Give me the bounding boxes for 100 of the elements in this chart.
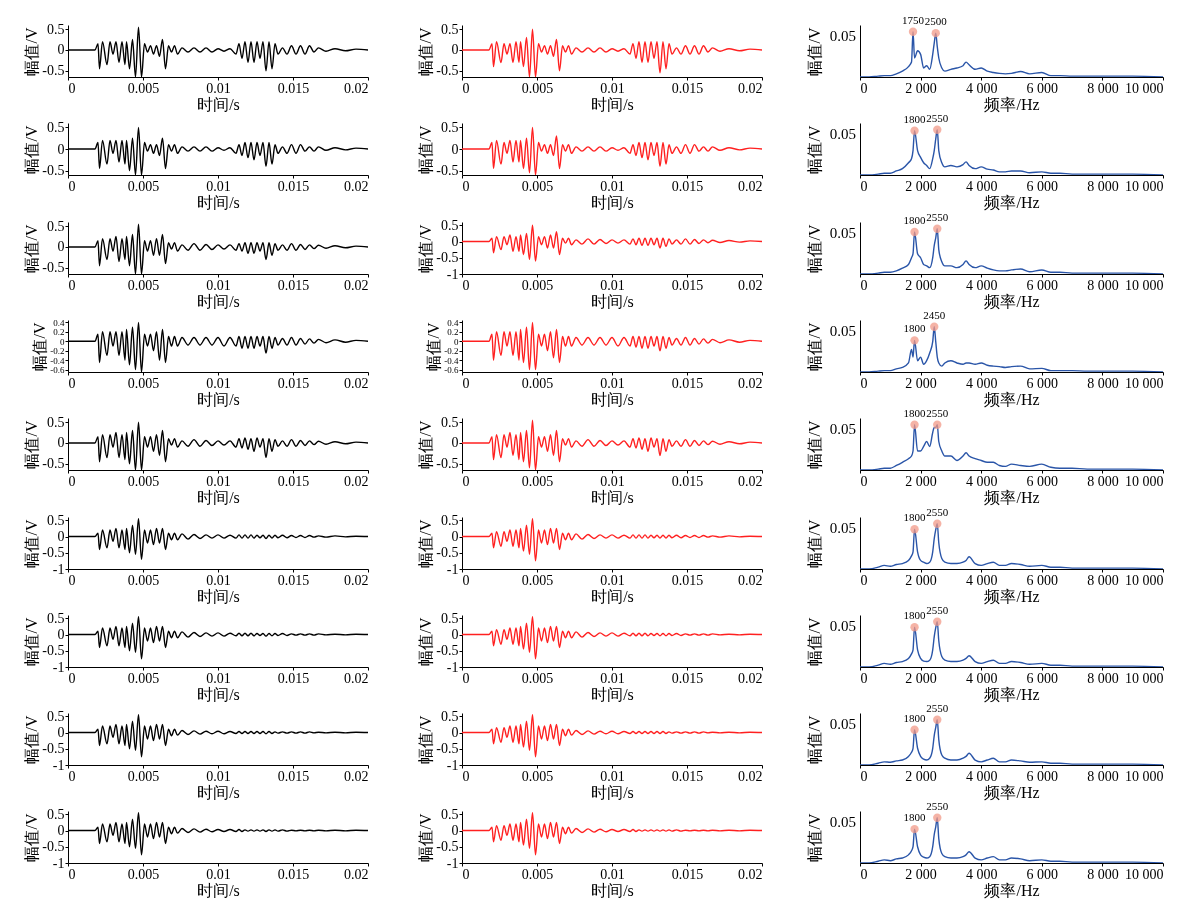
y-tick-label: 0 xyxy=(57,626,65,642)
x-tick-label: 0.01 xyxy=(206,80,231,96)
x-tick-label: 8 000 xyxy=(1087,768,1119,784)
x-tick-label: 0.01 xyxy=(600,768,625,784)
y-tick-label: -0.5 xyxy=(436,456,459,472)
x-tick-label: 0.02 xyxy=(738,670,763,686)
x-tick-label: 6 000 xyxy=(1026,572,1059,587)
x-tick-label: 0.01 xyxy=(600,178,625,194)
x-axis-title: 时间/s xyxy=(591,587,634,604)
x-tick-label: 10 000 xyxy=(1125,768,1164,784)
x-tick-label: 0.015 xyxy=(277,768,310,784)
x-tick-label: 0.005 xyxy=(521,178,554,194)
x-axis-title: 频率/Hz xyxy=(984,685,1040,703)
x-tick-label: 10 000 xyxy=(1125,866,1164,882)
y-tick-label: 0.5 xyxy=(441,512,459,528)
annotation: 2450 xyxy=(923,308,946,321)
y-axis-title: 幅值/V xyxy=(417,813,435,862)
x-axis-title: 频率/Hz xyxy=(984,587,1040,604)
y-tick-label: -0.6 xyxy=(444,365,459,376)
x-tick-label: 8 000 xyxy=(1087,670,1119,686)
x-tick-label: 4 000 xyxy=(965,375,998,391)
x-tick-label: 0 xyxy=(68,178,76,194)
y-tick-label: 0.4 xyxy=(53,317,65,328)
x-tick-label: 0.005 xyxy=(127,768,160,784)
annotation: 1800 xyxy=(903,609,927,622)
y-tick-label: -0.2 xyxy=(50,346,65,357)
x-tick-label: 0 xyxy=(462,473,470,489)
x-tick-label: 0.015 xyxy=(277,866,310,882)
y-tick-label: -0.5 xyxy=(42,259,65,275)
y-axis-title: 幅值/V xyxy=(805,813,823,862)
x-tick-label: 6 000 xyxy=(1026,80,1059,96)
x-tick-label: 4 000 xyxy=(965,768,998,784)
x-tick-label: 0.01 xyxy=(206,572,231,587)
line-series xyxy=(462,126,762,176)
x-tick-label: 2 000 xyxy=(905,572,937,587)
x-axis-title: 时间/s xyxy=(591,488,634,506)
y-axis-title: 幅值/V xyxy=(417,518,435,567)
y-tick-label: -0.5 xyxy=(436,839,459,855)
y-tick-label: -0.5 xyxy=(42,456,65,472)
x-tick-label: 6 000 xyxy=(1026,473,1059,489)
x-tick-label: 0.015 xyxy=(671,375,704,391)
text: 0.05 xyxy=(829,716,856,733)
annotation: 2500 xyxy=(924,15,948,28)
annotation: 2550 xyxy=(926,505,949,518)
x-tick-label: 2 000 xyxy=(905,178,937,194)
x-axis-title: 时间/s xyxy=(591,881,634,899)
y-tick-label: 0.2 xyxy=(53,327,65,338)
x-tick-label: 0.01 xyxy=(206,178,231,194)
x-tick-label: 0.02 xyxy=(738,277,763,293)
y-axis-title: 幅值/V xyxy=(417,27,435,76)
annotation: 2550 xyxy=(926,406,949,419)
x-tick-label: 6 000 xyxy=(1026,178,1059,194)
x-tick-label: 0.015 xyxy=(277,572,310,587)
x-tick-label: 0.005 xyxy=(521,80,554,96)
x-tick-label: 0.01 xyxy=(206,768,231,784)
x-tick-label: 0 xyxy=(68,768,76,784)
y-tick-label: 0.5 xyxy=(441,217,459,233)
y-tick-label: -0.5 xyxy=(436,741,459,757)
x-tick-label: 10 000 xyxy=(1125,375,1164,391)
x-tick-label: 8 000 xyxy=(1087,473,1119,489)
y-axis-title: 幅值/V xyxy=(805,420,823,469)
x-tick-label: 0.02 xyxy=(344,178,369,194)
x-axis-title: 时间/s xyxy=(197,488,240,506)
y-tick-label: 0 xyxy=(451,141,459,157)
y-tick-label: -1 xyxy=(52,659,65,675)
y-tick-label: -0.5 xyxy=(436,163,459,179)
x-tick-label: 0 xyxy=(462,80,470,96)
text: 0.05 xyxy=(829,421,856,438)
x-tick-label: 0.015 xyxy=(277,277,310,293)
text: 0.05 xyxy=(829,28,856,45)
x-tick-label: 0 xyxy=(860,866,868,882)
y-tick-label: 0 xyxy=(451,528,459,544)
y-tick-label: 0.5 xyxy=(441,807,459,823)
text: 0.05 xyxy=(829,814,856,831)
y-axis-title: 幅值/V xyxy=(23,27,41,76)
x-tick-label: 10 000 xyxy=(1125,670,1164,686)
annotation: 1800 xyxy=(903,406,927,419)
y-tick-label: 0.5 xyxy=(47,610,65,626)
x-tick-label: 0 xyxy=(860,80,868,96)
x-tick-label: 0.01 xyxy=(206,473,231,489)
x-tick-label: 8 000 xyxy=(1087,866,1119,882)
x-tick-label: 0.005 xyxy=(127,866,160,882)
line-series xyxy=(462,517,762,562)
x-tick-label: 0.01 xyxy=(206,277,231,293)
x-tick-label: 0.015 xyxy=(671,866,704,882)
x-tick-label: 6 000 xyxy=(1026,670,1059,686)
x-tick-label: 4 000 xyxy=(965,80,998,96)
x-axis-title: 频率/Hz xyxy=(984,95,1040,113)
y-tick-label: 0.5 xyxy=(441,610,459,626)
annotation: 1800 xyxy=(903,510,927,523)
x-tick-label: 0.02 xyxy=(738,768,763,784)
x-tick-label: 0.015 xyxy=(277,375,310,391)
y-tick-label: -0.5 xyxy=(436,643,459,659)
y-tick-label: 0.5 xyxy=(47,708,65,724)
y-tick-label: -1 xyxy=(52,561,65,576)
x-tick-label: 4 000 xyxy=(965,473,998,489)
x-tick-label: 6 000 xyxy=(1026,866,1059,882)
x-tick-label: 0.005 xyxy=(521,277,554,293)
y-axis-title: 幅值/V xyxy=(417,420,435,469)
y-axis-title: 幅值/V xyxy=(805,321,823,371)
